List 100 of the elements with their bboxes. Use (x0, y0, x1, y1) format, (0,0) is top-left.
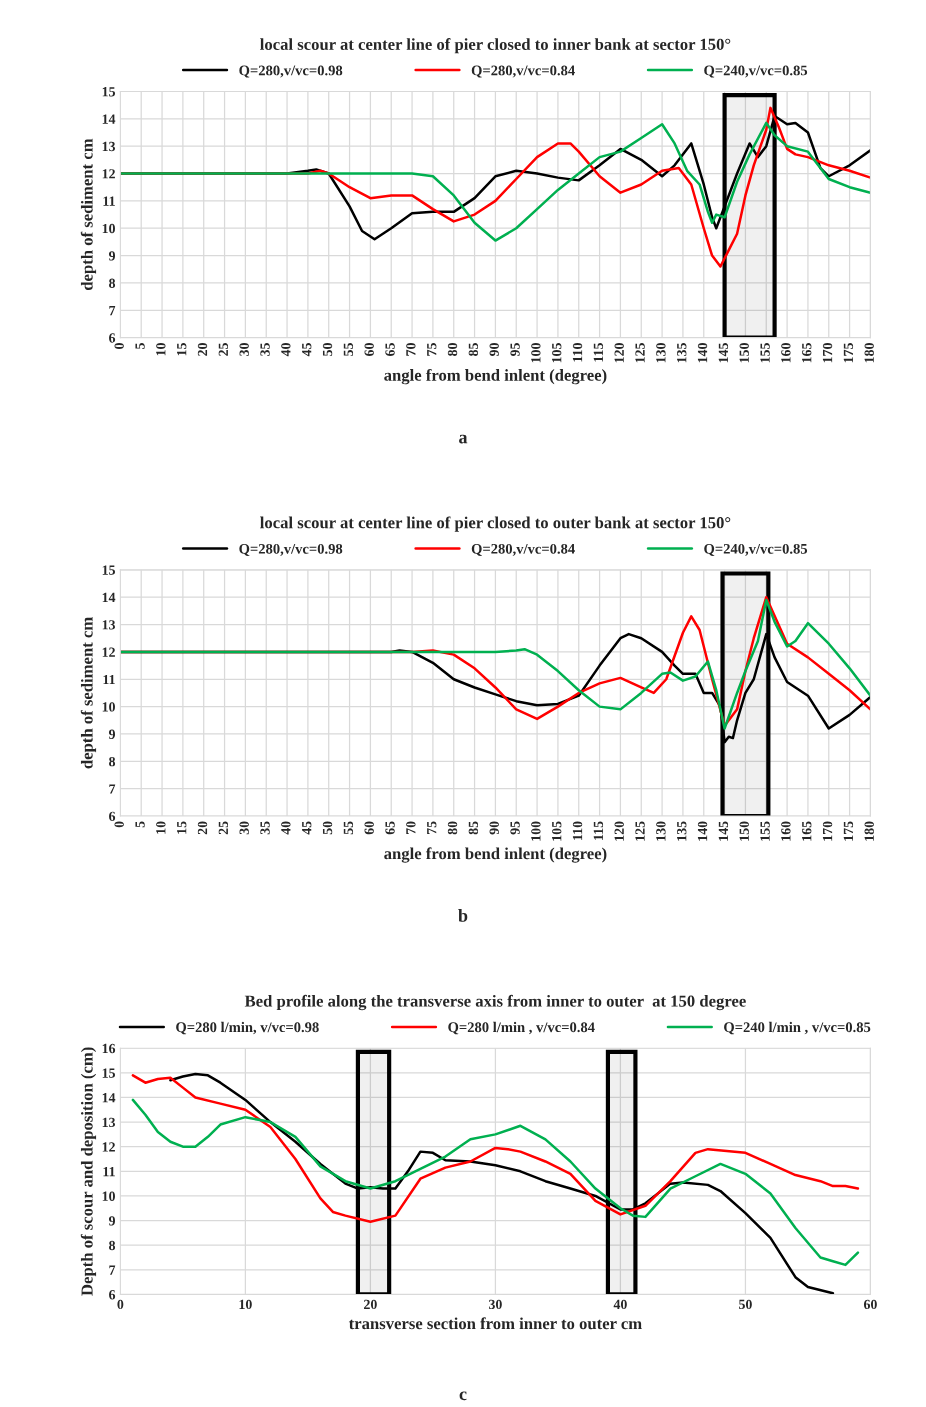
x-tick-label: 40 (613, 1299, 627, 1310)
x-tick-label: 10 (156, 821, 166, 834)
x-tick-label: 115 (593, 821, 604, 840)
x-tick-label: 65 (385, 343, 395, 356)
x-tick-label: 90 (489, 343, 499, 357)
x-tick-label: 0 (114, 343, 124, 349)
x-tick-label: 105 (552, 821, 562, 841)
x-axis-title: angle from bend inlent (degree) (384, 847, 607, 863)
y-tick-label: 15 (102, 565, 116, 575)
x-tick-label: 135 (677, 821, 687, 841)
x-tick-label: 85 (468, 343, 479, 356)
x-tick-label: 30 (239, 343, 249, 356)
x-tick-label: 180 (864, 821, 874, 841)
y-tick-label: 13 (102, 141, 116, 152)
x-tick-label: 95 (510, 821, 520, 835)
x-tick-label: 25 (218, 821, 229, 835)
x-tick-label: 0 (117, 1299, 124, 1310)
y-tick-label: 14 (102, 114, 116, 124)
x-tick-label: 175 (843, 343, 854, 363)
x-tick-label: 175 (843, 821, 854, 841)
x-tick-label: 20 (197, 821, 208, 835)
x-tick-label: 130 (656, 821, 666, 841)
y-axis-title: Depth of scour and deposition (cm) (80, 1047, 97, 1296)
x-tick-label: 30 (239, 821, 249, 835)
x-tick-label: 80 (447, 821, 458, 835)
x-tick-label: 60 (364, 821, 374, 835)
x-tick-label: 155 (760, 821, 770, 841)
x-tick-label: 75 (427, 343, 437, 356)
x-tick-label: 0 (114, 821, 124, 828)
legend-label: Q=280,v/vc=0.98 (239, 543, 343, 556)
x-tick-label: 20 (197, 343, 208, 356)
y-tick-label: 14 (102, 592, 116, 603)
text: c (459, 1391, 467, 1401)
x-tick-label: 80 (447, 343, 458, 356)
x-tick-label: 30 (488, 1299, 502, 1310)
x-tick-label: 170 (822, 343, 833, 363)
y-tick-label: 11 (103, 1166, 115, 1177)
chart-title: local scour at center line of pier closed to outer bank at sector 150° (260, 516, 731, 532)
x-tick-label: 160 (781, 343, 791, 363)
x-tick-label: 90 (489, 821, 499, 835)
x-tick-label: 25 (218, 343, 229, 356)
y-tick-label: 7 (109, 306, 116, 316)
x-tick-label: 50 (322, 821, 333, 835)
x-tick-label: 120 (614, 821, 624, 841)
legend-label: Q=280,v/vc=0.84 (471, 65, 575, 78)
y-tick-label: 15 (102, 1068, 116, 1078)
x-tick-label: 125 (635, 343, 645, 363)
x-tick-label: 70 (406, 343, 416, 356)
y-tick-label: 14 (102, 1093, 116, 1103)
legend-label: Q=280,v/vc=0.98 (239, 65, 343, 78)
x-tick-label: 15 (177, 343, 187, 356)
x-axis-title: angle from bend inlent (degree) (384, 368, 607, 385)
y-tick-label: 9 (108, 251, 116, 261)
chart-title: Bed profile along the transverse axis from inner to outer at 150 degree (244, 994, 746, 1011)
y-tick-label: 12 (102, 169, 115, 179)
legend-label: Q=240 l/min , v/vc=0.85 (724, 1021, 871, 1035)
x-tick-label: 100 (531, 821, 541, 841)
y-tick-label: 6 (109, 333, 116, 343)
x-tick-label: 150 (739, 343, 749, 363)
legend-label: Q=240,v/vc=0.85 (704, 65, 808, 78)
x-tick-label: 135 (677, 343, 687, 363)
x-tick-label: 55 (343, 821, 354, 835)
x-tick-label: 145 (718, 821, 729, 841)
legend-label: Q=280 l/min , v/vc=0.84 (448, 1021, 595, 1035)
y-tick-label: 8 (109, 1240, 116, 1251)
y-tick-label: 10 (102, 702, 115, 712)
x-tick-label: 150 (739, 821, 749, 841)
text: a (459, 434, 468, 444)
x-tick-label: 5 (135, 821, 145, 828)
x-tick-label: 10 (156, 343, 166, 356)
y-tick-label: 8 (109, 278, 116, 288)
x-tick-label: 115 (593, 343, 604, 362)
x-tick-label: 145 (718, 343, 729, 363)
x-tick-label: 140 (697, 343, 708, 363)
y-tick-label: 10 (102, 1191, 115, 1201)
legend-label: Q=240,v/vc=0.85 (704, 543, 808, 556)
x-tick-label: 40 (281, 821, 291, 835)
x-tick-label: 75 (427, 821, 437, 835)
x-tick-label: 15 (177, 821, 187, 834)
x-tick-label: 165 (802, 343, 812, 363)
x-tick-label: 105 (552, 343, 562, 363)
y-tick-label: 13 (102, 620, 116, 630)
x-tick-label: 45 (302, 821, 312, 835)
y-tick-label: 11 (103, 674, 115, 685)
y-tick-label: 6 (109, 1290, 116, 1300)
y-tick-label: 8 (109, 756, 116, 767)
x-tick-label: 65 (385, 821, 395, 835)
x-tick-label: 140 (697, 821, 708, 841)
y-tick-label: 12 (102, 1142, 115, 1152)
x-tick-label: 85 (468, 821, 479, 835)
x-tick-label: 110 (572, 821, 583, 840)
y-axis-title: depth of sediment cm (80, 138, 97, 291)
x-tick-label: 45 (302, 343, 312, 357)
x-tick-label: 50 (322, 343, 333, 356)
y-tick-label: 9 (108, 1216, 116, 1226)
y-tick-label: 10 (102, 223, 115, 234)
y-tick-label: 13 (102, 1117, 116, 1128)
y-tick-label: 15 (102, 87, 116, 97)
y-tick-label: 7 (109, 1265, 116, 1275)
x-tick-label: 70 (406, 821, 416, 835)
